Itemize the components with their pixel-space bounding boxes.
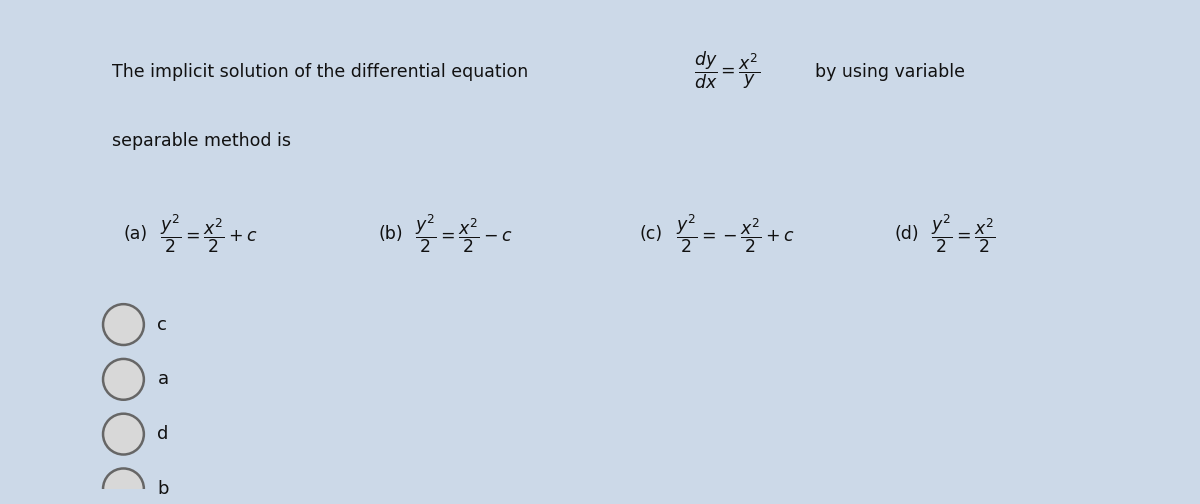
Text: by using variable: by using variable [815,63,965,81]
Ellipse shape [103,359,144,400]
Text: $\dfrac{y^2}{2} = \dfrac{x^2}{2} + c$: $\dfrac{y^2}{2} = \dfrac{x^2}{2} + c$ [160,213,257,256]
Text: (a): (a) [124,225,148,243]
Text: $\dfrac{y^2}{2} = \dfrac{x^2}{2} - c$: $\dfrac{y^2}{2} = \dfrac{x^2}{2} - c$ [415,213,512,256]
Text: d: d [157,425,169,443]
Text: (c): (c) [640,225,662,243]
Ellipse shape [103,414,144,455]
Text: (d): (d) [894,225,919,243]
Ellipse shape [103,304,144,345]
Text: $\dfrac{dy}{dx} = \dfrac{x^2}{y}$: $\dfrac{dy}{dx} = \dfrac{x^2}{y}$ [694,49,760,91]
Text: b: b [157,480,169,498]
Text: a: a [157,370,168,389]
Text: separable method is: separable method is [112,132,292,150]
Text: $\dfrac{y^2}{2} = \dfrac{x^2}{2}$: $\dfrac{y^2}{2} = \dfrac{x^2}{2}$ [931,213,996,256]
Text: (b): (b) [378,225,403,243]
Text: c: c [157,316,167,334]
Ellipse shape [103,469,144,504]
Text: $\dfrac{y^2}{2} = -\dfrac{x^2}{2} + c$: $\dfrac{y^2}{2} = -\dfrac{x^2}{2} + c$ [676,213,794,256]
Text: The implicit solution of the differential equation: The implicit solution of the differentia… [112,63,528,81]
